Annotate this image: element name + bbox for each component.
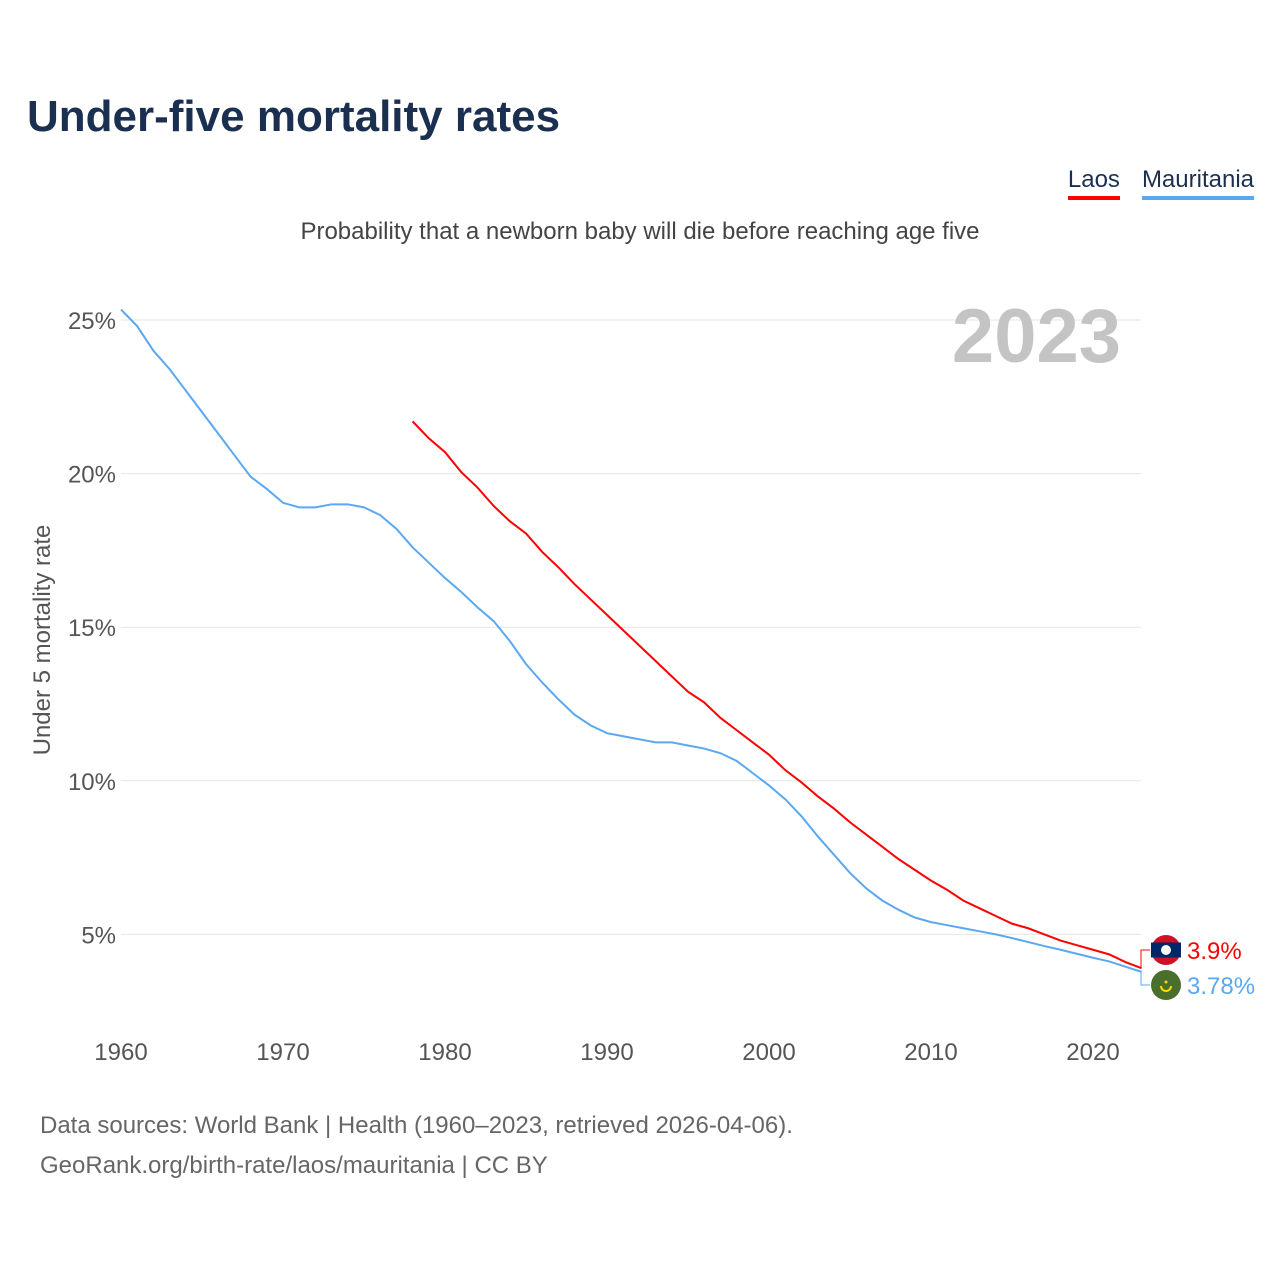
- x-tick-label: 1970: [256, 1039, 309, 1066]
- y-tick-label: 25%: [68, 308, 116, 335]
- series-line-laos: [411, 420, 1142, 970]
- source-note: Data sources: World Bank | Health (1960–…: [40, 1106, 793, 1186]
- mauritania-flag-icon: [1151, 970, 1181, 1000]
- source-line-1: Data sources: World Bank | Health (1960–…: [40, 1112, 793, 1139]
- y-tick-label: 20%: [68, 462, 116, 489]
- mauritania-flag-star: [1164, 980, 1168, 984]
- y-tick-label: 10%: [68, 769, 116, 796]
- x-tick-label: 2020: [1066, 1039, 1119, 1066]
- y-tick-label: 5%: [81, 922, 116, 949]
- y-axis-label: Under 5 mortality rate: [29, 525, 56, 756]
- y-tick-label: 15%: [68, 615, 116, 642]
- end-value-label-mauritania: 3.78%: [1187, 973, 1255, 1000]
- x-tick-label: 1960: [94, 1039, 147, 1066]
- x-tick-label: 2000: [742, 1039, 795, 1066]
- laos-flag-disc: [1161, 945, 1171, 955]
- end-connector: [1140, 971, 1150, 986]
- chart-subtitle: Probability that a newborn baby will die…: [300, 218, 980, 245]
- legend: Laos Mauritania: [1067, 166, 1254, 200]
- year-watermark: 2023: [952, 294, 1121, 379]
- x-tick-label: 1980: [418, 1039, 471, 1066]
- source-line-2[interactable]: GeoRank.org/birth-rate/laos/mauritania |…: [40, 1152, 548, 1179]
- chart-title: Under-five mortality rates: [27, 92, 561, 141]
- legend-laos[interactable]: Laos: [1067, 166, 1120, 200]
- x-tick-label: 1990: [580, 1039, 633, 1066]
- mauritania-flag-crescent: [1160, 985, 1172, 992]
- end-connector: [1140, 949, 1150, 969]
- series-line-mauritania: [120, 308, 1142, 973]
- x-tick-label: 2010: [904, 1039, 957, 1066]
- legend-mauritania[interactable]: Mauritania: [1141, 166, 1254, 200]
- end-value-label-laos: 3.9%: [1187, 938, 1242, 965]
